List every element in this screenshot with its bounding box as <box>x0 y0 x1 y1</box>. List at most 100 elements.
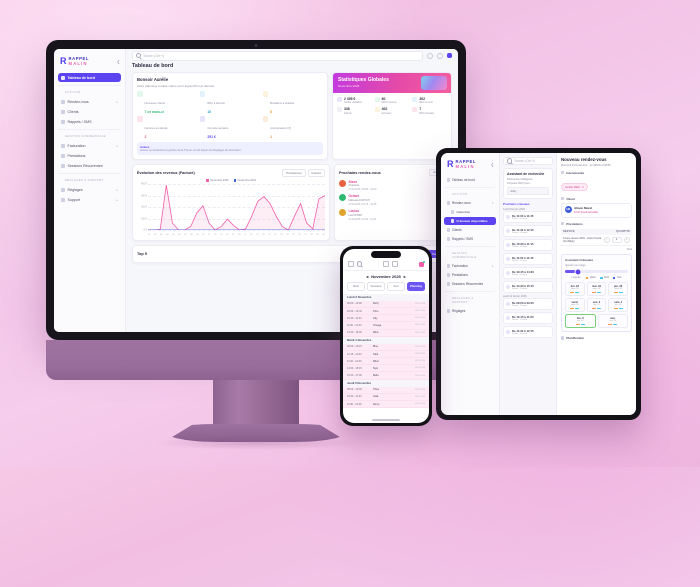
phone-appointment-row[interactable]: 10:30 - 11:30 Lilly 18.11.1930 <box>343 315 429 323</box>
settings-icon[interactable] <box>427 52 433 59</box>
menu-icon[interactable] <box>348 261 354 267</box>
sidebar-item-support[interactable]: Support ▸ <box>58 195 121 204</box>
planification-section[interactable]: Planification <box>561 336 632 340</box>
slot-item[interactable]: De 13:45 à 14:30 Durée : 1 heure <box>503 267 553 279</box>
slot-item[interactable]: De 11:30 à 12:15 Durée : 1 heure <box>503 326 553 338</box>
tablet-sidebar-section-reglages: RÉGLAGES & SUPPORT <box>445 291 495 306</box>
appointment-item[interactable]: Octave Manuela DUPONT 27/11/2025 | 10:15 -… <box>339 194 447 206</box>
phone-appointment-row[interactable]: 10:15 - 11:00 Talia 18.11.1930 <box>343 350 429 359</box>
phone-appointment-row[interactable]: 10:30 - 11:30 Gaia 18.11.1930 <box>343 393 429 402</box>
tablet-sidebar-item-facturation[interactable]: Facturation ▸ <box>444 262 496 270</box>
avatar <box>339 209 346 217</box>
filter-icon[interactable] <box>383 261 390 267</box>
tablet-sidebar-item-rendez-vous[interactable]: Rendez-vous ▾ <box>444 199 496 207</box>
phone-appointment-row[interactable]: 14:00 - 15:15 Nyts 18.11.1930 <box>343 365 429 373</box>
search-icon[interactable] <box>357 261 363 267</box>
client-box[interactable]: AM Alison Morel Scott (bearnadoodle) <box>561 202 632 218</box>
day-card[interactable]: vend. mars 26 <box>565 298 585 313</box>
remove-icon[interactable]: ✕ <box>581 185 585 189</box>
tablet-sidebar-item-reglages[interactable]: Réglages <box>444 307 496 315</box>
sidebar-collapse-icon[interactable]: ❮ <box>116 59 120 64</box>
next-month-icon[interactable]: ▸ <box>403 274 406 279</box>
slot-item[interactable]: De 14:30 à 15:15 Durée : 1 heure <box>503 281 553 293</box>
sidebar-item-rendez-vous[interactable]: Rendez-vous ▸ <box>58 97 121 106</box>
day-card[interactable]: sam. 4 avr. 26 <box>608 298 629 313</box>
phone-tab-jour[interactable]: Jour <box>387 282 405 291</box>
prev-month-icon[interactable]: ◂ <box>366 274 369 279</box>
search-input[interactable]: Search (Ctrl+/) <box>132 50 423 61</box>
phone-appointment-row[interactable]: 11:30 - 12:45 Remy 18.11.1930 <box>343 401 429 409</box>
tablet-sidebar-item-rappels-sms[interactable]: Rappels / SMS <box>444 235 496 243</box>
stats-decoration-icon <box>421 76 447 90</box>
phone-appointment-row[interactable]: 09:00 - 10:00 Ruby 18.11.1930 <box>343 300 429 308</box>
clock-icon <box>506 257 510 261</box>
sidebar-item-tableau-de-bord[interactable]: Tableau de bord <box>58 73 121 82</box>
margin-slider[interactable] <box>565 268 628 276</box>
decrement-icon[interactable]: − <box>603 236 611 244</box>
appointment-item[interactable]: Sison Charlotte 27/11/2025 | 09:00 - 10:00 <box>339 179 447 191</box>
day-card[interactable]: mar. avr. 26 <box>597 314 628 328</box>
tablet-brand-logo[interactable]: R RAPPEL MALIN ❮ <box>441 157 499 175</box>
list-icon[interactable] <box>392 261 399 267</box>
slot-item[interactable]: De 10:30 à 11:15 Durée : 1 heure <box>503 239 553 251</box>
add-appointment-button[interactable] <box>419 260 425 267</box>
day-card[interactable]: lun. 23 mars 26 <box>565 282 585 297</box>
notifications-icon[interactable] <box>437 52 443 59</box>
tablet-sidebar-item-creneaux-disponibles[interactable]: Créneaux disponibles <box>444 217 496 225</box>
row-name: Talia <box>373 352 379 356</box>
phone-tab-planning[interactable]: Planning <box>407 282 425 291</box>
day-card[interactable]: lun. 6 avr. 26 <box>565 314 596 328</box>
clock-icon <box>506 243 510 247</box>
day-card-day: mar. 24 <box>592 285 601 289</box>
day-card[interactable]: mar. 24 mars 26 <box>586 282 607 297</box>
phone-appointment-row[interactable]: 09:00 - 10:15 Blue 18.11.1930 <box>343 343 429 351</box>
phone-appointment-row[interactable]: 10:00 - 10:30 Titou 18.11.1930 <box>343 307 429 316</box>
phone-appointment-row[interactable]: 11:00 - 12:00 Milou 18.11.1930 <box>343 358 429 366</box>
monitor-base-shadow <box>151 436 361 450</box>
tablet-search-input[interactable]: Search (Ctrl+/) <box>503 157 553 165</box>
assistant-search-input[interactable]: molly <box>507 187 549 195</box>
row-time: 11:30 - 12:45 <box>347 402 362 406</box>
chart-series-area <box>148 184 325 230</box>
phone-tab-mois[interactable]: Mois <box>347 282 365 291</box>
sidebar-item-prestations[interactable]: Prestations <box>58 151 121 160</box>
slider-handle[interactable] <box>574 268 582 276</box>
sidebar-item-rappels-sms[interactable]: Rappels / SMS <box>58 117 121 126</box>
metric-value: 1 <box>270 134 273 139</box>
quantity-stepper[interactable]: − 1 + <box>603 236 630 244</box>
tablet-sidebar-collapse-icon[interactable]: ❮ <box>490 162 494 167</box>
phone-appointment-row[interactable]: 09:00 - 10:00 Tibus 18.11.1930 <box>343 386 429 394</box>
slot-item[interactable]: De 10:15 à 11:00 Durée : 1 heure <box>503 312 553 324</box>
appointment-item[interactable]: Loulou Léa DORET 27/11/2025 | 11:00 - 11:4… <box>339 209 447 221</box>
chart-btn-facture[interactable]: Facturé <box>307 169 325 178</box>
tablet-sidebar-item-tableau-de-bord[interactable]: Tableau de bord <box>444 176 496 184</box>
slot-item[interactable]: De 09:00 à 09:45 Durée : 1 heure <box>503 298 553 310</box>
slot-item[interactable]: De 11:30 à 12:15 Durée : 1 heure <box>503 225 553 237</box>
slot-item[interactable]: De 11:00 à 11:45 Durée : 1 heure <box>503 211 553 223</box>
brand-logo[interactable]: R RAPPEL MALIN ❮ <box>54 54 125 72</box>
intervenant-chip[interactable]: Aurélie Millet ✕ <box>561 183 589 191</box>
increment-icon[interactable]: + <box>623 236 630 244</box>
phone-month-nav[interactable]: ◂ Novembre 2025 ▸ <box>343 270 429 282</box>
tablet-sidebar-item-prestations[interactable]: Prestations <box>444 271 496 279</box>
day-card[interactable]: ven. 3 avr. 26 <box>586 298 607 313</box>
day-card[interactable]: jeu. 26 mars 26 <box>608 282 629 297</box>
phone-appointment-row[interactable]: 14:00 - 15:00 Mina 18.11.1930 <box>343 329 429 337</box>
phone-appointment-row[interactable]: 11:30 - 12:30 Omega 18.11.1930 <box>343 322 429 330</box>
row-time: 09:00 - 10:00 <box>347 388 362 392</box>
slot-item[interactable]: De 11:00 à 11:45 Durée : 1 heure <box>503 253 553 265</box>
chart-btn-previsionnel[interactable]: Prévisionnel <box>282 169 306 178</box>
avatar[interactable] <box>447 53 452 58</box>
tablet-sidebar-item-clients[interactable]: Clients <box>444 226 496 234</box>
sidebar-item-reglages[interactable]: Réglages ▸ <box>58 185 121 194</box>
phone-appointment-row[interactable]: 15:30 - 17:00 Bella 18.11.1930 <box>343 372 429 380</box>
sidebar-item-sessions-recurrentes[interactable]: Sessions Récurrentes <box>58 161 121 170</box>
slot-duration: Durée : 1 heure <box>512 246 528 248</box>
quantity-value[interactable]: 1 <box>612 236 622 244</box>
sidebar-item-facturation[interactable]: Facturation ▸ <box>58 141 121 150</box>
tablet-sidebar-item-calendrier[interactable]: Calendrier <box>444 208 496 216</box>
sidebar-item-clients[interactable]: Clients <box>58 107 121 116</box>
tablet-sidebar-item-sessions-recurrentes[interactable]: Sessions Récurrentes <box>444 280 496 288</box>
phone-tab-semaine[interactable]: Semaine <box>367 282 385 291</box>
phone-day-header: Jeudi 6 Novembre <box>343 379 429 387</box>
